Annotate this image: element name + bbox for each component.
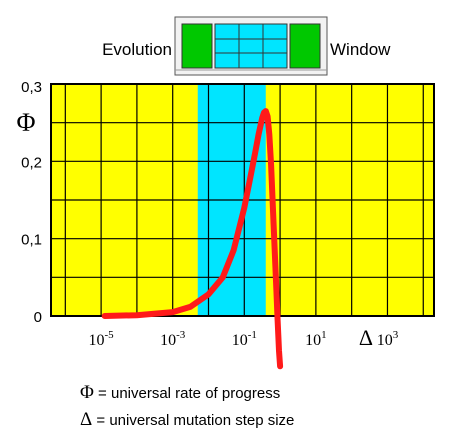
series-line (101, 108, 284, 370)
grid (51, 84, 434, 316)
window-illustration (174, 16, 328, 76)
y-axis: 0 0,1 0,2 0,3 (21, 79, 42, 326)
x-tick-label: 10-1 (232, 329, 257, 349)
title-left: Evolution (102, 40, 172, 59)
x-tick-label: 10-3 (160, 329, 186, 349)
legend-delta: Δ = universal mutation step size (80, 409, 294, 430)
legend-phi-symbol: Φ (80, 382, 94, 403)
legend: Φ = universal rate of progress Δ = unive… (80, 382, 294, 430)
legend-phi-text: = universal rate of progress (94, 385, 280, 402)
x-axis: 10-5 10-3 10-1 101 103 (89, 329, 399, 349)
x-tick-label: 101 (305, 329, 327, 349)
x-axis-label: Δ (359, 325, 373, 350)
y-tick-label: 0,1 (21, 232, 42, 249)
legend-delta-text: = universal mutation step size (92, 412, 294, 429)
y-tick-label: 0 (34, 309, 42, 326)
y-tick-label: 0,3 (21, 79, 42, 96)
x-tick-label: 10-5 (89, 329, 115, 349)
title-right: Window (330, 40, 391, 59)
legend-delta-symbol: Δ (80, 409, 92, 430)
y-tick-label: 0,2 (21, 154, 42, 171)
y-axis-label: Φ (16, 108, 35, 137)
legend-phi: Φ = universal rate of progress (80, 382, 280, 403)
plot-frame (50, 83, 435, 317)
x-tick-label: 103 (377, 329, 399, 349)
